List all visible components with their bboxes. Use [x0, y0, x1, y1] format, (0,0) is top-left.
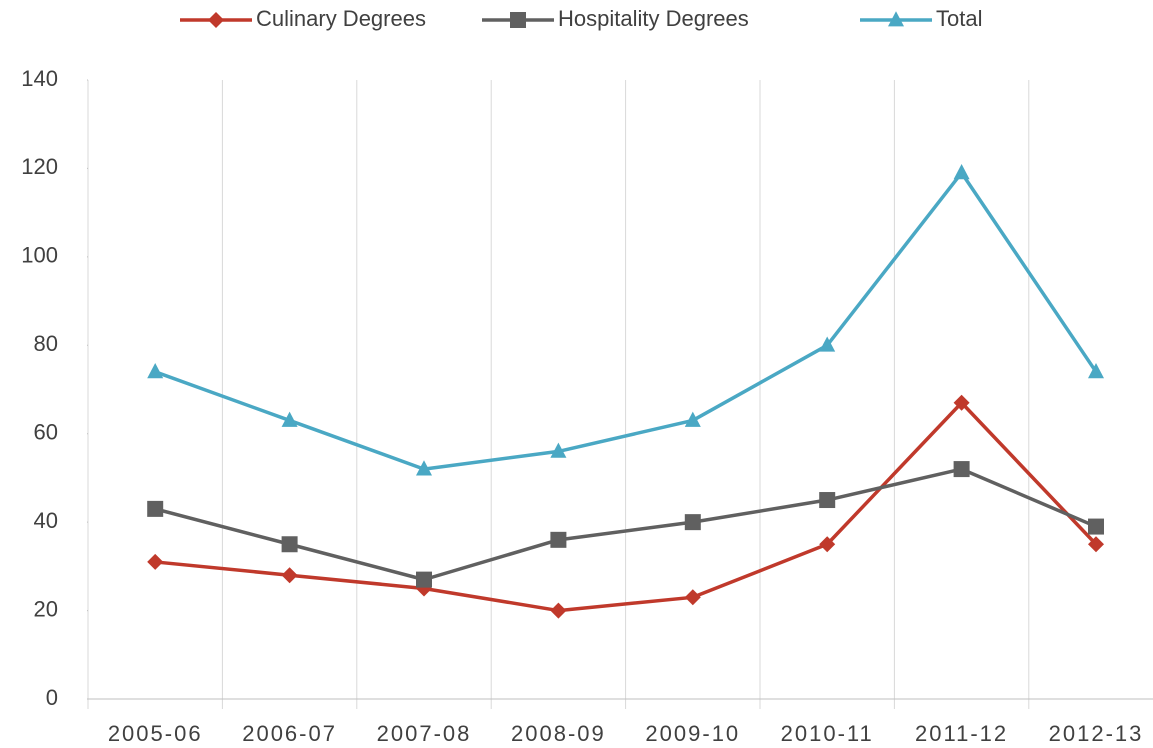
- y-tick-label: 100: [21, 243, 58, 268]
- y-tick-label: 80: [34, 331, 58, 356]
- marker: [1088, 536, 1104, 553]
- x-tick-label: 2012-13: [1049, 721, 1144, 746]
- marker: [147, 363, 164, 379]
- y-tick-label: 20: [34, 596, 58, 621]
- marker: [1088, 363, 1104, 379]
- y-tick-label: 120: [21, 154, 58, 179]
- series-line: [155, 401, 1098, 613]
- y-tick-label: 40: [34, 508, 58, 533]
- marker: [819, 536, 836, 553]
- marker: [550, 442, 567, 458]
- marker: [208, 12, 224, 28]
- marker: [281, 567, 298, 584]
- x-tick-label: 2009-10: [645, 721, 740, 746]
- marker: [550, 602, 567, 619]
- legend-label: Culinary Degrees: [256, 6, 426, 31]
- y-tick-label: 0: [46, 685, 58, 710]
- marker: [888, 11, 904, 27]
- marker: [550, 531, 567, 548]
- x-tick-label: 2010-11: [781, 721, 874, 746]
- marker: [147, 500, 164, 517]
- marker: [684, 411, 701, 427]
- x-tick-label: 2007-08: [377, 721, 472, 746]
- y-tick-label: 60: [34, 420, 58, 445]
- marker: [281, 536, 298, 553]
- x-tick-label: 2006-07: [242, 721, 337, 746]
- marker: [1088, 518, 1104, 535]
- marker: [953, 461, 970, 478]
- x-tick-label: 2008-09: [511, 721, 606, 746]
- marker: [416, 460, 432, 476]
- marker: [953, 164, 970, 180]
- marker: [819, 492, 836, 509]
- marker: [819, 336, 836, 352]
- series-line: [154, 171, 1098, 471]
- marker: [416, 571, 432, 588]
- marker: [510, 12, 526, 28]
- y-tick-label: 140: [21, 66, 58, 91]
- marker: [953, 394, 970, 411]
- x-tick-label: 2011-12: [915, 721, 1008, 746]
- legend-label: Total: [936, 6, 982, 31]
- marker: [684, 514, 701, 531]
- series-line: [154, 467, 1097, 582]
- x-tick-label: 2005-06: [108, 721, 203, 746]
- marker: [281, 411, 298, 427]
- marker: [684, 589, 701, 606]
- marker: [147, 553, 164, 570]
- legend-label: Hospitality Degrees: [558, 6, 749, 31]
